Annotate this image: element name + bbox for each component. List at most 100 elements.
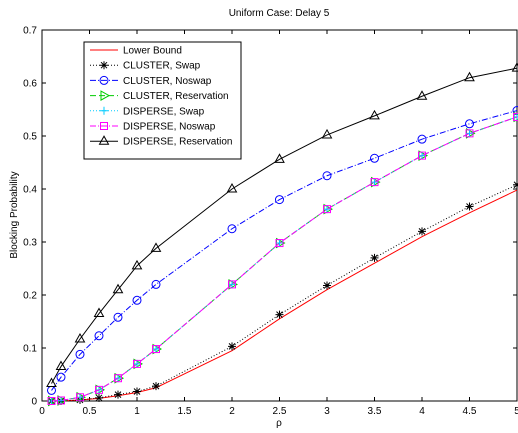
data-point bbox=[275, 195, 284, 205]
data-point bbox=[370, 178, 379, 187]
legend-item: DISPERSE, Noswap bbox=[90, 122, 216, 133]
legend: Lower Bound CLUSTER, Swap CLUSTER, Noswap C… bbox=[83, 41, 242, 160]
data-point bbox=[152, 345, 160, 354]
y-tick-label: 0 bbox=[31, 397, 37, 408]
x-tick-label: 5 bbox=[514, 406, 518, 417]
data-point bbox=[151, 279, 161, 289]
y-tick-label: 0.3 bbox=[23, 238, 37, 249]
data-point bbox=[227, 224, 237, 234]
legend-label: Lower Bound bbox=[123, 46, 182, 57]
data-point bbox=[275, 310, 284, 319]
data-point bbox=[55, 360, 67, 371]
legend-item: DISPERSE, Reservation bbox=[90, 135, 233, 148]
data-point bbox=[369, 109, 380, 120]
chart-title: Uniform Case: Delay 5 bbox=[229, 8, 330, 19]
data-point bbox=[75, 349, 85, 359]
data-point bbox=[370, 253, 379, 262]
data-point bbox=[513, 180, 518, 189]
y-tick-label: 0.4 bbox=[23, 185, 37, 196]
legend-item: Lower Bound bbox=[90, 46, 182, 57]
x-tick-label: 2 bbox=[229, 406, 235, 417]
x-tick-label: 3 bbox=[324, 406, 330, 417]
data-point bbox=[133, 359, 141, 368]
data-point bbox=[132, 295, 142, 305]
data-point bbox=[465, 202, 474, 211]
data-point bbox=[95, 393, 103, 402]
data-point bbox=[323, 281, 331, 290]
y-axis-label: Blocking Probability bbox=[9, 171, 20, 258]
data-point bbox=[94, 331, 104, 341]
data-point bbox=[113, 312, 123, 322]
legend-marker bbox=[100, 122, 108, 130]
legend-label: CLUSTER, Noswap bbox=[123, 76, 212, 87]
data-point bbox=[511, 62, 518, 72]
data-point bbox=[464, 71, 475, 82]
legend-label: DISPERSE, Noswap bbox=[123, 122, 216, 133]
data-point bbox=[274, 153, 285, 163]
data-point bbox=[152, 382, 160, 391]
data-point bbox=[370, 153, 379, 163]
data-point bbox=[465, 129, 474, 138]
x-tick-label: 1 bbox=[134, 406, 140, 417]
y-axis: 0 0.1 0.2 0.3 0.4 0.5 0.6 0.7 bbox=[23, 26, 517, 408]
x-tick-label: 0.5 bbox=[83, 406, 97, 417]
series-line bbox=[51, 110, 518, 391]
data-point bbox=[418, 151, 426, 160]
y-tick-label: 0.2 bbox=[23, 291, 37, 302]
data-point bbox=[417, 134, 427, 144]
legend-item: DISPERSE, Swap bbox=[90, 106, 205, 117]
legend-marker bbox=[100, 106, 108, 115]
x-tick-label: 3.5 bbox=[368, 406, 382, 417]
x-tick-label: 4.5 bbox=[463, 406, 477, 417]
legend-item: CLUSTER, Noswap bbox=[90, 75, 212, 87]
data-point bbox=[322, 171, 332, 181]
legend-item: CLUSTER, Reservation bbox=[90, 90, 229, 102]
data-point bbox=[112, 283, 124, 294]
data-point bbox=[74, 332, 86, 343]
x-tick-label: 0 bbox=[39, 406, 45, 417]
series-line bbox=[51, 116, 518, 402]
legend-marker bbox=[98, 135, 110, 145]
data-point bbox=[465, 129, 474, 138]
data-point bbox=[95, 385, 103, 394]
data-point bbox=[275, 239, 284, 248]
data-point bbox=[370, 178, 379, 187]
y-tick-label: 0.5 bbox=[23, 132, 37, 143]
legend-label: CLUSTER, Reservation bbox=[123, 91, 229, 102]
data-point bbox=[76, 393, 84, 402]
data-point bbox=[418, 227, 426, 236]
data-point bbox=[131, 259, 143, 270]
data-point bbox=[275, 239, 284, 248]
x-tick-label: 4 bbox=[419, 406, 425, 417]
x-axis: 0 0.5 1 1.5 2 2.5 3 3.5 4 4.5 5 bbox=[39, 30, 518, 417]
legend-label: DISPERSE, Swap bbox=[123, 106, 205, 117]
data-point bbox=[93, 307, 105, 318]
series-6 bbox=[46, 62, 518, 388]
y-tick-label: 0.6 bbox=[23, 79, 37, 90]
legend-label: DISPERSE, Reservation bbox=[123, 137, 233, 148]
data-point bbox=[56, 372, 66, 382]
x-axis-label: ρ bbox=[276, 418, 282, 429]
y-tick-label: 0.1 bbox=[23, 344, 37, 355]
data-point bbox=[152, 345, 160, 354]
data-point bbox=[465, 119, 474, 129]
legend-marker bbox=[99, 75, 109, 85]
data-point bbox=[133, 387, 141, 396]
data-point bbox=[133, 359, 141, 368]
data-point bbox=[418, 151, 426, 160]
data-point bbox=[323, 205, 331, 214]
data-point bbox=[321, 128, 333, 139]
legend-box bbox=[83, 41, 242, 160]
data-point bbox=[47, 397, 56, 405]
data-point bbox=[114, 374, 122, 383]
data-point bbox=[57, 396, 65, 405]
legend-marker bbox=[100, 90, 111, 101]
data-point bbox=[228, 280, 236, 289]
y-tick-label: 0.7 bbox=[23, 26, 37, 37]
legend-marker bbox=[100, 61, 108, 70]
series-layer bbox=[46, 62, 518, 407]
series-5 bbox=[47, 112, 518, 405]
data-point bbox=[46, 377, 57, 388]
data-point bbox=[323, 205, 331, 214]
x-tick-label: 2.5 bbox=[273, 406, 287, 417]
